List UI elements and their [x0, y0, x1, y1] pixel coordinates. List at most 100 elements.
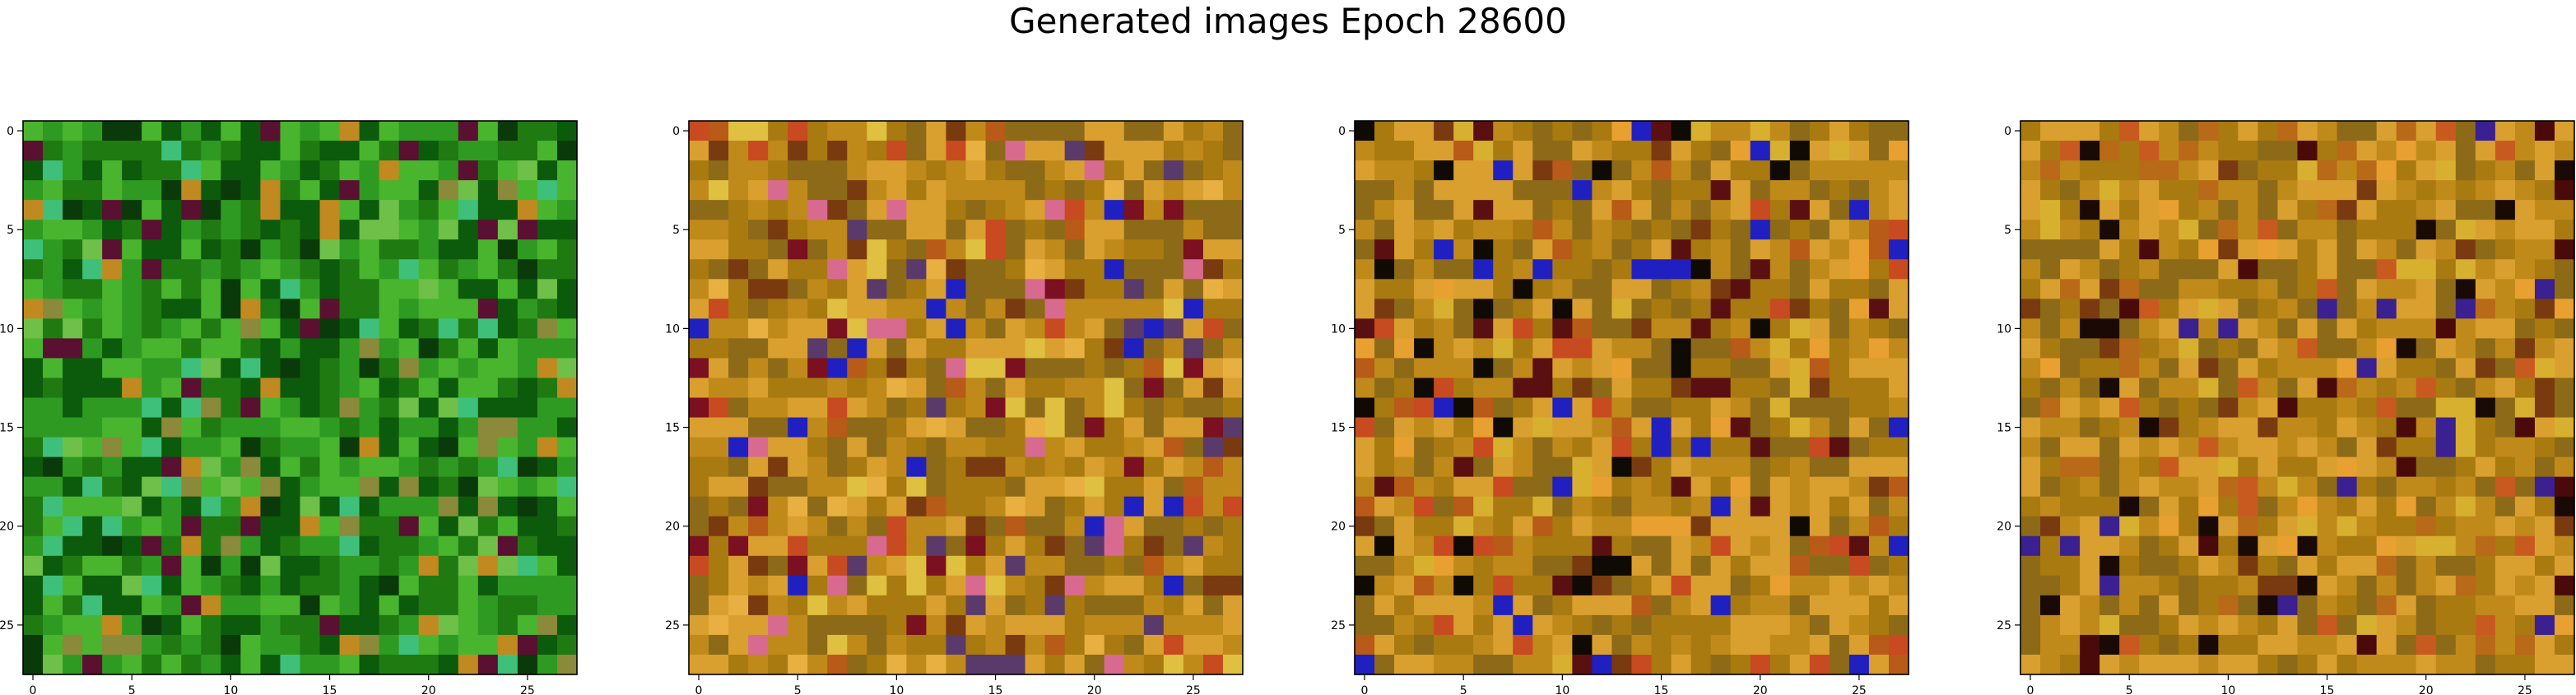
pixel [1123, 121, 1145, 141]
pixel [1222, 318, 1244, 339]
pixel [1084, 595, 1105, 616]
pixel [1064, 259, 1086, 280]
pixel [2396, 378, 2417, 399]
pixel [689, 595, 709, 616]
pixel [497, 239, 518, 260]
pixel [122, 378, 142, 399]
pixel [142, 456, 162, 478]
pixel [1868, 160, 1890, 181]
pixel [1473, 358, 1494, 379]
pixel [43, 456, 63, 478]
pixel [458, 180, 479, 201]
pixel [1611, 239, 1633, 260]
pixel [788, 358, 808, 379]
pixel [1769, 141, 1791, 161]
pixel [2099, 456, 2120, 478]
pixel [1473, 456, 1494, 478]
pixel [827, 239, 848, 260]
pixel [2435, 437, 2457, 458]
pixel [1710, 121, 1732, 141]
pixel [1750, 397, 1771, 419]
pixel [2475, 121, 2496, 141]
pixel [1044, 476, 1066, 498]
pixel [946, 338, 967, 359]
pixel [2080, 121, 2100, 141]
pixel [2554, 279, 2575, 299]
pixel [728, 200, 749, 220]
pixel [2257, 535, 2279, 557]
pixel [379, 614, 400, 636]
pixel [398, 417, 420, 438]
pixel [221, 437, 241, 458]
pixel [1453, 299, 1474, 319]
pixel [2238, 614, 2259, 636]
pixel [1202, 516, 1224, 537]
pixel [418, 654, 439, 675]
pixel [1710, 299, 1732, 319]
pixel [1414, 614, 1434, 636]
pixel [965, 200, 987, 220]
pixel [517, 555, 538, 577]
pixel [63, 121, 83, 141]
pixel [319, 397, 341, 419]
pixel [788, 141, 808, 161]
pixel [2475, 141, 2496, 161]
pixel [2060, 141, 2081, 161]
pixel [142, 180, 162, 201]
pixel [2060, 437, 2081, 458]
pixel [1690, 496, 1712, 517]
pixel [142, 476, 162, 498]
pixel [556, 496, 578, 517]
pixel [2455, 437, 2476, 458]
pixel [82, 437, 103, 458]
pixel [2455, 220, 2476, 240]
pixel [2060, 121, 2081, 141]
pixel [2495, 279, 2516, 299]
pixel [2099, 141, 2120, 161]
pixel [965, 141, 987, 161]
pixel [1163, 476, 1184, 498]
pixel [2060, 555, 2081, 577]
pixel [1868, 141, 1890, 161]
pixel [240, 279, 262, 299]
pixel [2040, 496, 2061, 517]
pixel [1434, 141, 1454, 161]
pixel [1848, 200, 1870, 220]
pixel [2040, 575, 2061, 596]
pixel [768, 654, 788, 675]
pixel [1064, 299, 1086, 319]
pixel [2297, 634, 2318, 656]
pixel [201, 239, 221, 260]
pixel [946, 200, 967, 220]
pixel [2257, 496, 2279, 517]
pixel [985, 358, 1007, 379]
pixel [2257, 299, 2279, 319]
pixel [1572, 299, 1593, 319]
pixel [339, 259, 360, 280]
pixel [2020, 239, 2041, 260]
pixel [867, 279, 887, 299]
pixel [1414, 200, 1434, 220]
pixel [1005, 200, 1026, 220]
pixel [2257, 476, 2279, 498]
pixel [2218, 397, 2239, 419]
pixel [2534, 496, 2555, 517]
pixel [398, 634, 420, 656]
pixel [142, 200, 162, 220]
pixel [2514, 180, 2536, 201]
pixel [709, 654, 729, 675]
pixel [1888, 595, 1909, 616]
pixel [102, 180, 123, 201]
pixel [1374, 496, 1395, 517]
pixel [827, 358, 848, 379]
pixel [1222, 555, 1244, 577]
pixel [1829, 437, 1850, 458]
pixel [1123, 239, 1145, 260]
pixel [2080, 141, 2100, 161]
pixel [517, 535, 538, 557]
pixel [122, 496, 142, 517]
pixel [1355, 259, 1375, 280]
pixel [2416, 121, 2437, 141]
pixel [438, 259, 459, 280]
pixel [63, 654, 83, 675]
